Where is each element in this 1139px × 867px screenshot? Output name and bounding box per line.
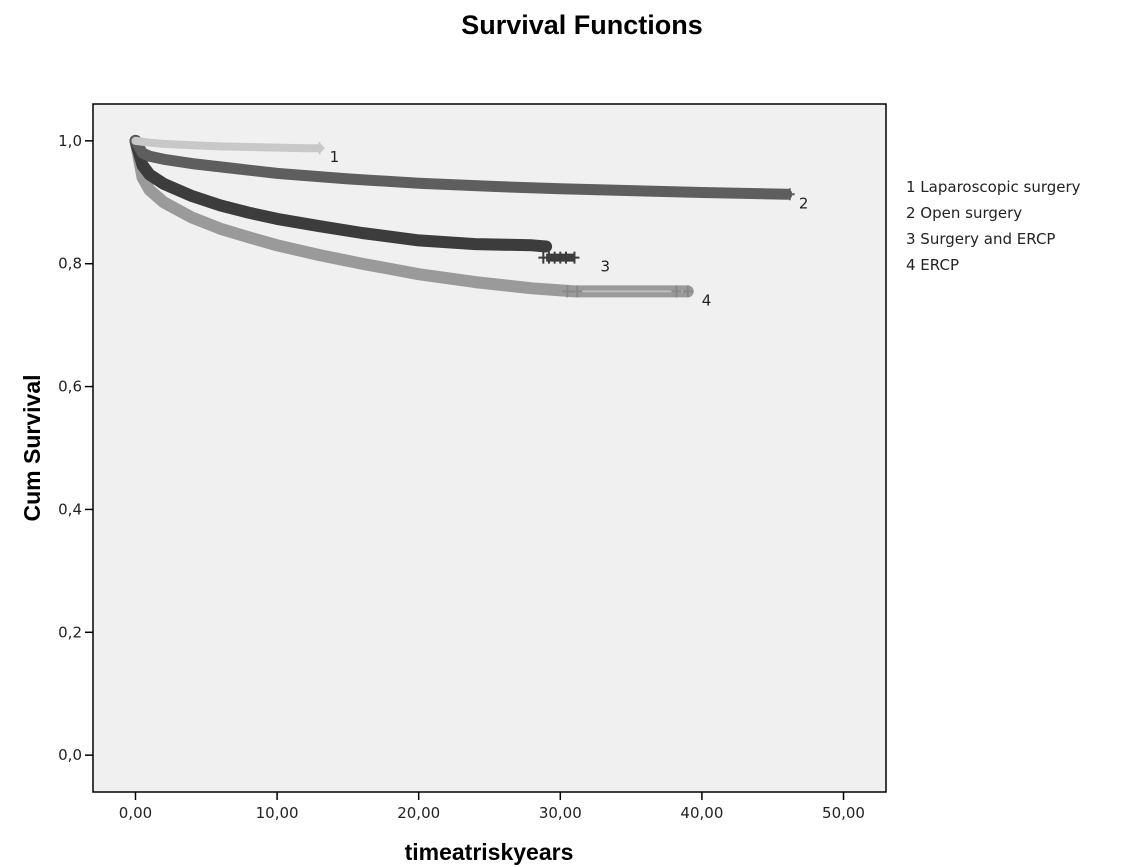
legend-item-3: 3 Surgery and ERCP [906,230,1055,248]
plot-area [92,103,887,793]
x-tick-label: 40,00 [680,804,723,822]
curve-end-label-3: 3 [600,258,610,276]
y-tick-label: 0,6 [58,378,82,396]
censor-mark [562,285,573,298]
y-tick-label: 0,0 [58,746,82,764]
censor-mark [682,285,693,298]
x-tick-label: 50,00 [822,804,865,822]
x-tick-label: 30,00 [539,804,582,822]
series-layer: 4 3 2 1 [129,134,809,309]
censor-mark [784,188,795,201]
legend-item-2: 2 Open surgery [906,204,1022,222]
survival-curve-4 [129,134,694,298]
y-tick-label: 1,0 [58,132,82,150]
legend: 1 Laparoscopic surgery 2 Open surgery 3 Su… [906,178,1081,274]
censor-mark [314,142,325,155]
survival-curve-3 [129,134,553,253]
y-tick-label: 0,4 [58,500,82,518]
x-tick-label: 10,00 [256,804,299,822]
censor-mark [671,285,682,298]
curve-end-label-4: 4 [702,291,712,309]
curve-end-label-1: 1 [330,148,340,166]
y-axis-title: Cum Survival [19,375,45,522]
legend-item-4: 4 ERCP [906,256,959,274]
y-tick-label: 0,2 [58,623,82,641]
x-tick-label: 0,00 [119,804,152,822]
curve-end-label-2: 2 [799,194,809,212]
x-tick-label: 20,00 [397,804,440,822]
censor-mark [560,251,571,264]
survival-curve-1 [131,136,324,153]
censor-mark [569,251,580,264]
y-tick-label: 0,8 [58,255,82,273]
x-axis-title: timeatriskyears [405,839,574,865]
y-axis: 0,0 0,2 0,4 0,6 0,8 1,0 [58,132,93,764]
chart-title: Survival Functions [461,10,703,40]
censor-mark [572,285,583,298]
legend-item-1: 1 Laparoscopic surgery [906,178,1081,196]
survival-curve-2 [130,135,793,200]
x-axis: 0,00 10,00 20,00 30,00 40,00 50,00 [119,792,865,822]
